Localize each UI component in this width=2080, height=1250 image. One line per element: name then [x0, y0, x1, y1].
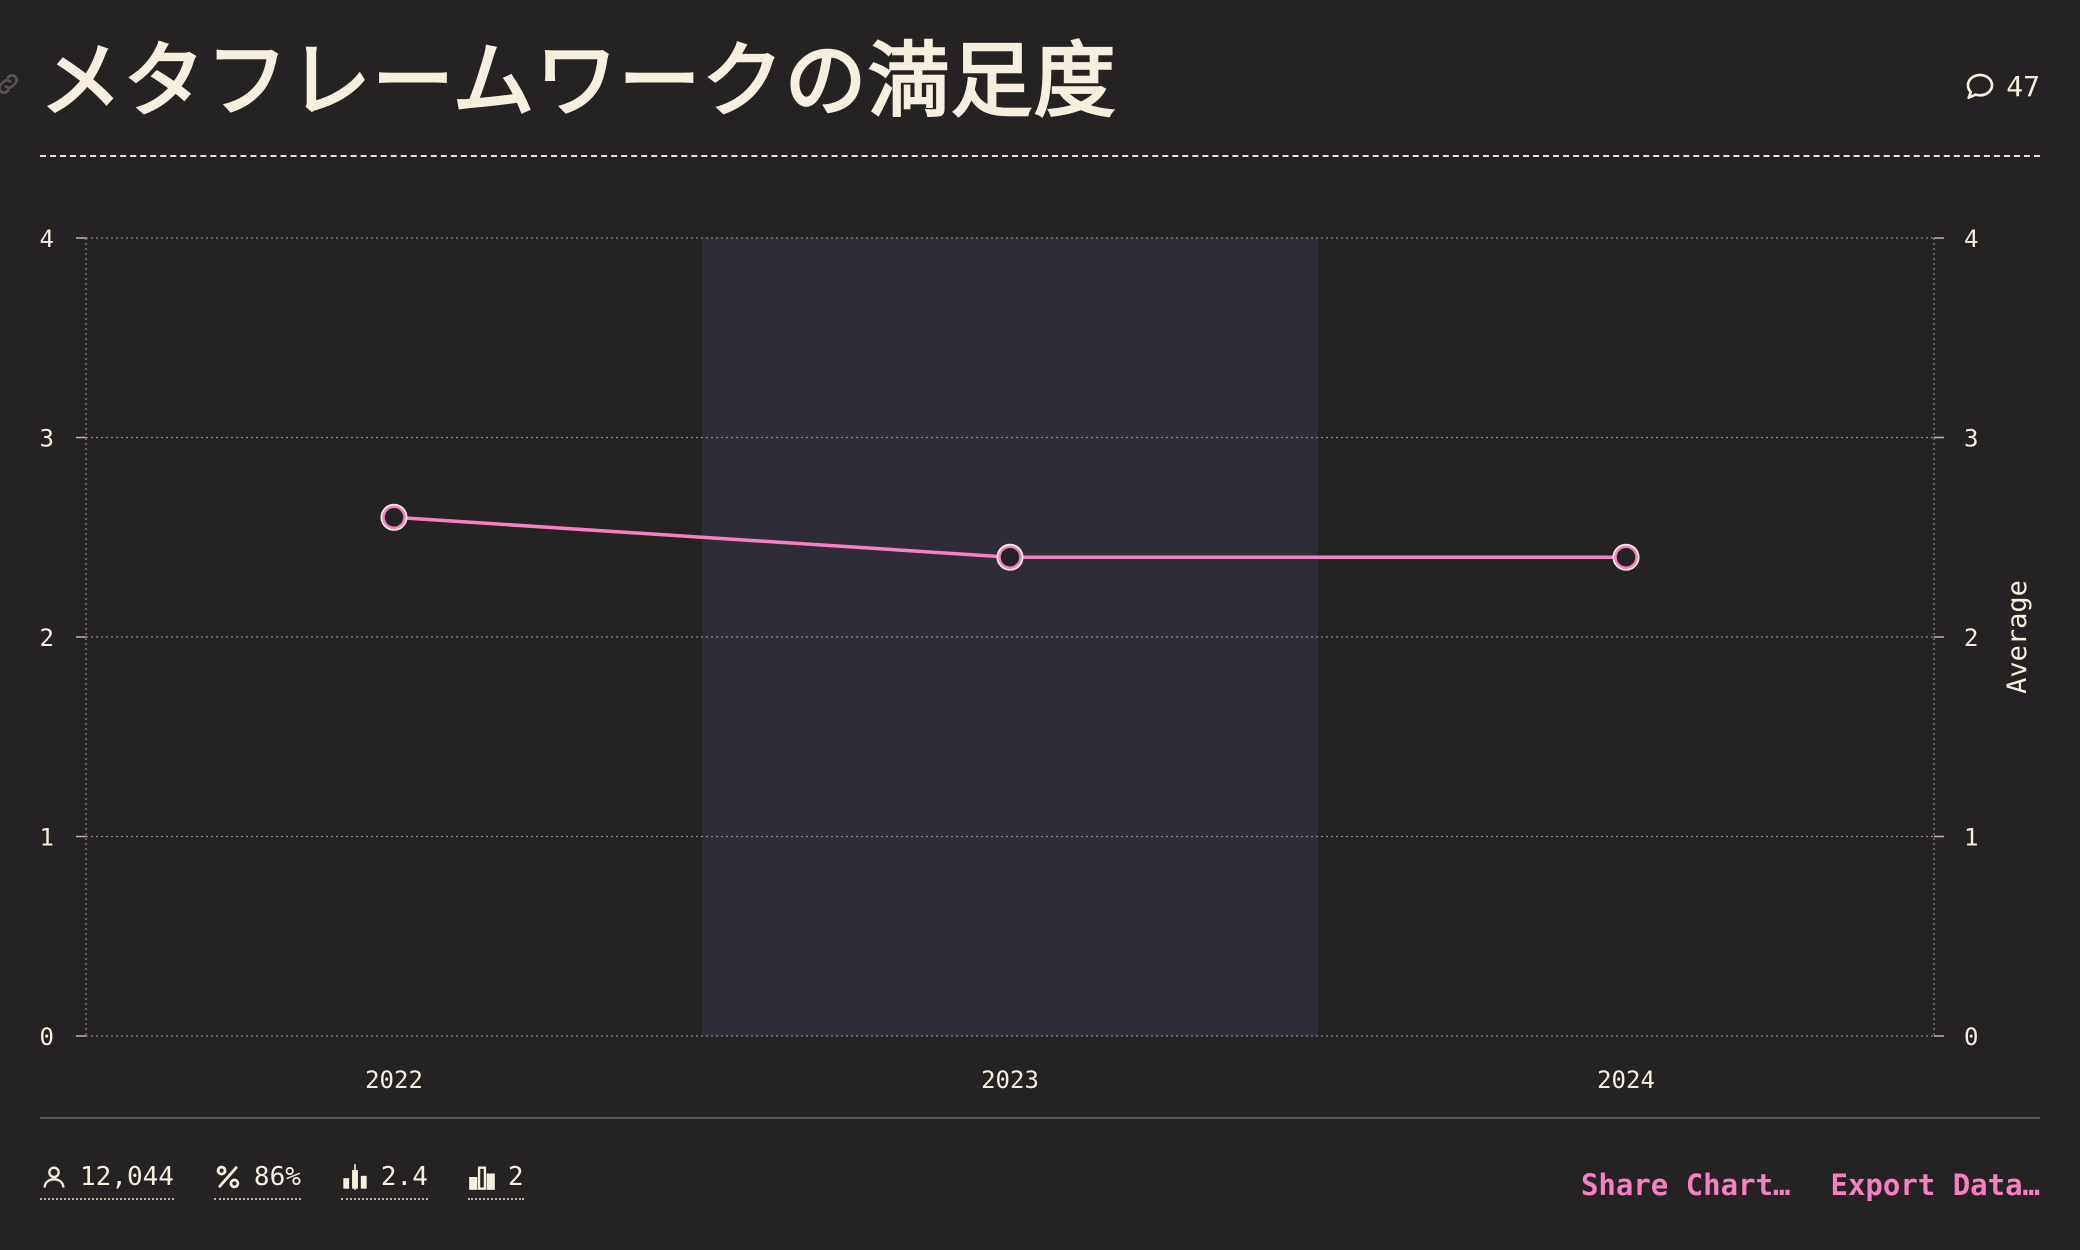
- stats-bar: 12,044 86% 2.4 2: [40, 1162, 524, 1200]
- median-value: 2: [507, 1162, 524, 1192]
- average-value: 2.4: [380, 1162, 428, 1192]
- y2-tick-label: 3: [1964, 425, 1978, 453]
- share-chart-button[interactable]: Share Chart…: [1580, 1168, 1791, 1202]
- data-point: [998, 545, 1022, 569]
- data-point-outer: [380, 503, 408, 531]
- data-point-outer: [1612, 543, 1640, 571]
- y-tick-label: 0: [40, 1023, 54, 1051]
- median-bars-icon: [469, 1166, 495, 1190]
- percentage-stat[interactable]: 86%: [213, 1162, 301, 1200]
- footer-divider: [40, 1117, 2040, 1119]
- data-point-outer: [996, 543, 1024, 571]
- link-icon[interactable]: [0, 70, 22, 98]
- median-stat[interactable]: 2: [467, 1162, 524, 1200]
- y-tick-label: 2: [40, 624, 54, 652]
- percentage-value: 86%: [253, 1162, 301, 1192]
- x-tick-label: 2024: [1597, 1066, 1655, 1094]
- y2-tick-label: 1: [1964, 824, 1978, 852]
- respondents-stat[interactable]: 12,044: [40, 1162, 174, 1200]
- x-tick-label: 2023: [981, 1066, 1039, 1094]
- average-stat[interactable]: 2.4: [340, 1162, 428, 1200]
- data-point: [1614, 545, 1638, 569]
- user-icon: [43, 1166, 65, 1188]
- title-divider: [40, 155, 2040, 157]
- respondents-value: 12,044: [80, 1162, 174, 1192]
- line-chart: 0 0 1 1 2 2 3 3 4 4 2022 2023 2024 Average: [40, 225, 2033, 1094]
- y2-tick-label: 2: [1964, 624, 1978, 652]
- percent-icon: [216, 1165, 240, 1189]
- y2-tick-label: 0: [1964, 1023, 1978, 1051]
- x-tick-label: 2022: [365, 1066, 423, 1094]
- page-title: メタフレームワークの満足度: [40, 34, 1117, 129]
- comment-count: 47: [2006, 70, 2040, 103]
- y2-axis-label: Average: [2002, 580, 2033, 694]
- highlight-band: [702, 238, 1318, 1036]
- export-data-button[interactable]: Export Data…: [1830, 1168, 2040, 1202]
- comment-icon: [1966, 73, 1994, 99]
- y-tick-label: 1: [40, 824, 54, 852]
- average-bars-icon: [343, 1164, 367, 1190]
- y-tick-label: 3: [40, 425, 54, 453]
- chart-actions: Share Chart… Export Data…: [1581, 1162, 2040, 1208]
- y-tick-label: 4: [40, 225, 54, 253]
- data-point: [382, 505, 406, 530]
- y2-tick-label: 4: [1964, 225, 1978, 253]
- comments-button[interactable]: 47: [1964, 70, 2040, 103]
